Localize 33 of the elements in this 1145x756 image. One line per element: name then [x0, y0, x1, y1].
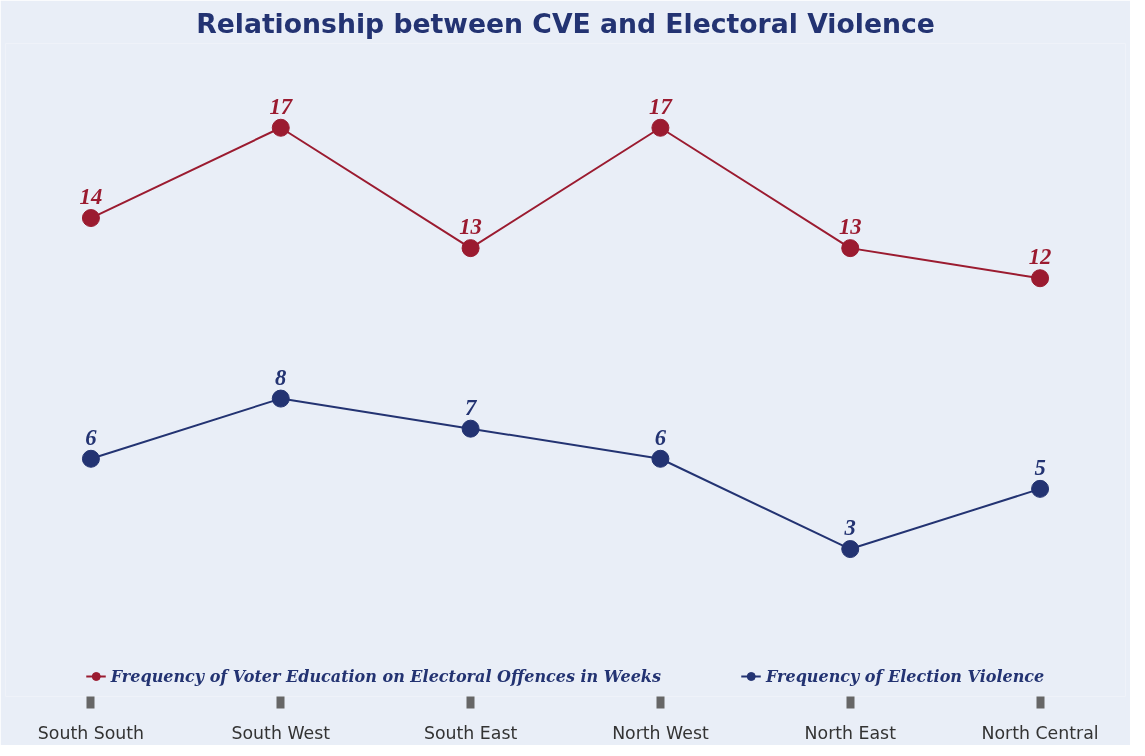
x-tick-label: North Central [981, 722, 1099, 743]
x-tick-label: North East [804, 722, 897, 743]
legend-label: Frequency of Election Violence [765, 666, 1045, 686]
x-tick-label: North West [612, 722, 709, 743]
point [81, 449, 100, 468]
x-tick-label: South East [423, 722, 518, 743]
chart-title: Relationship between CVE and Electoral Violence [196, 7, 935, 39]
data-label: 6 [85, 424, 98, 450]
data-label: 12 [1028, 244, 1052, 270]
x-tick-label: South West [231, 722, 331, 743]
point [1031, 479, 1050, 498]
data-label: 13 [838, 214, 862, 240]
data-label: 13 [459, 214, 482, 240]
data-label: 7 [464, 394, 478, 420]
data-label: 5 [1034, 454, 1046, 480]
data-label: 8 [275, 364, 287, 390]
data-label: 17 [269, 93, 294, 119]
point [651, 449, 670, 468]
x-tick-label: South South [37, 722, 145, 743]
legend-label: Frequency of Voter Education on Electoral Offences in Weeks [110, 666, 661, 686]
point [841, 239, 860, 258]
data-label: 6 [654, 424, 667, 450]
data-label: 3 [843, 515, 856, 541]
point [841, 540, 860, 559]
point [461, 419, 480, 438]
point [651, 118, 670, 137]
data-label: 17 [649, 93, 674, 119]
data-label: 14 [79, 184, 103, 210]
point [81, 209, 100, 228]
point [271, 389, 290, 408]
point [271, 118, 290, 137]
point [461, 239, 480, 258]
point [1031, 269, 1050, 288]
